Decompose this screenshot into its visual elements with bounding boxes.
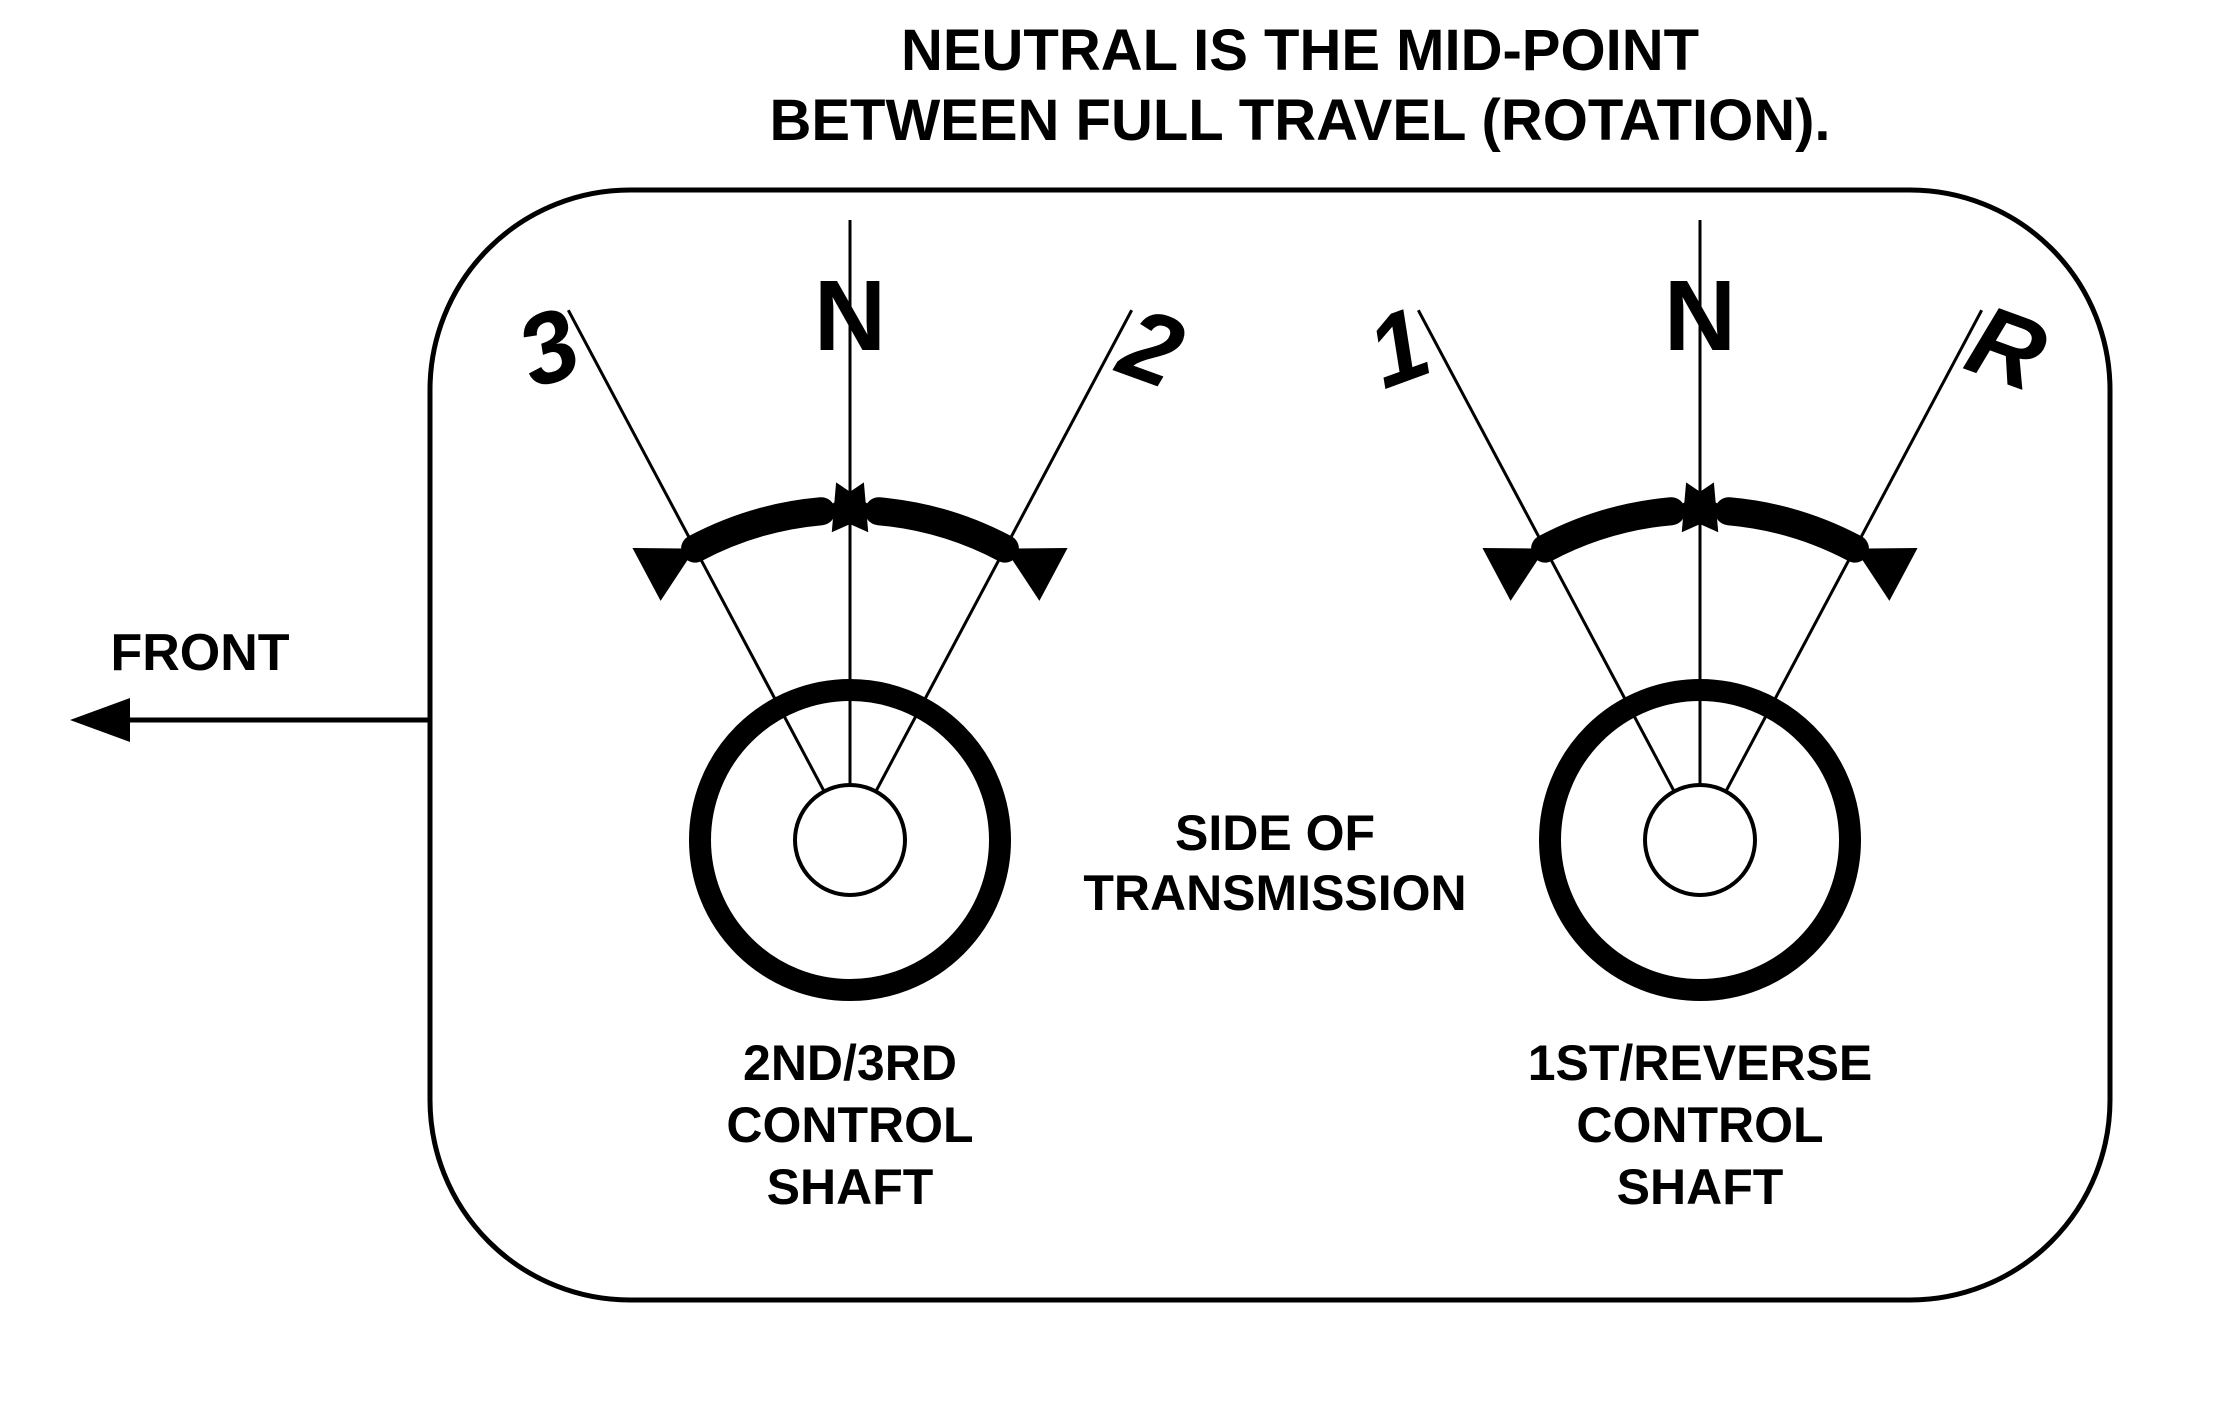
shaft-left-pos-center: N — [814, 260, 886, 372]
shaft-left-ray-left — [568, 310, 850, 840]
center-label-line2: TRANSMISSION — [1083, 865, 1466, 921]
shaft-right-caption-line3: SHAFT — [1617, 1159, 1784, 1215]
shaft-right-inner-ring — [1645, 785, 1755, 895]
front-arrow-head — [70, 698, 130, 742]
title-line1: NEUTRAL IS THE MID-POINT — [901, 18, 1699, 83]
shaft-left-arc-arrow-right — [1005, 548, 1068, 601]
shaft-right-ray-left — [1418, 310, 1700, 840]
shaft-right-arc-left — [1545, 511, 1671, 548]
shaft-left-arc-left — [695, 511, 821, 548]
shaft-left-ray-right — [850, 310, 1132, 840]
shaft-right-caption-line1: 1ST/REVERSE — [1528, 1035, 1873, 1091]
shaft-right-pos-center: N — [1664, 260, 1736, 372]
shaft-left-caption-line2: CONTROL — [726, 1097, 973, 1153]
shaft-left: 3 N 2 2ND/3RD CONTROL SHAFT — [503, 220, 1197, 1215]
shaft-left-inner-ring — [795, 785, 905, 895]
shaft-left-arc-right — [879, 511, 1005, 548]
shaft-right: 1 N R 1ST/REVERSE CONTROL SHAFT — [1353, 220, 2060, 1215]
shaft-right-arc-right — [1729, 511, 1855, 548]
shaft-right-arc-arrow-left — [1482, 548, 1545, 601]
shaft-left-caption-line3: SHAFT — [767, 1159, 934, 1215]
shaft-right-pos-left: 1 — [1353, 286, 1444, 410]
shaft-right-arc-arrow-right — [1855, 548, 1918, 601]
shaft-right-caption-line2: CONTROL — [1576, 1097, 1823, 1153]
center-label-line1: SIDE OF — [1175, 805, 1375, 861]
shaft-right-ray-right — [1700, 310, 1982, 840]
shaft-left-arc-arrow-left — [632, 548, 695, 601]
shaft-right-pos-right: R — [1954, 283, 2060, 413]
front-label: FRONT — [110, 624, 289, 682]
shaft-left-caption-line1: 2ND/3RD — [743, 1035, 957, 1091]
title-line2: BETWEEN FULL TRAVEL (ROTATION). — [769, 88, 1830, 153]
shaft-left-pos-left: 3 — [503, 286, 594, 410]
shaft-left-pos-right: 2 — [1104, 285, 1196, 410]
transmission-panel — [430, 190, 2110, 1300]
